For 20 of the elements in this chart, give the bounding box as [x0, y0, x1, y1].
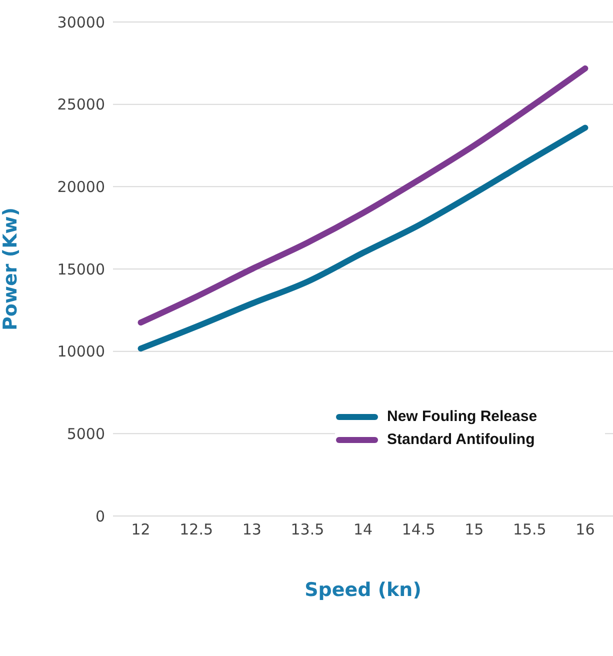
y-axis-title: Power (Kw): [0, 207, 22, 331]
x-tick-label: 12.5: [180, 520, 214, 539]
x-tick-label: 12: [131, 520, 150, 539]
y-tick-label: 15000: [57, 260, 105, 278]
y-tick-label: 5000: [66, 424, 105, 443]
x-tick-label: 13: [242, 520, 262, 539]
y-tick-label: 10000: [57, 342, 105, 361]
y-tick-label: 20000: [57, 178, 105, 196]
x-tick-label: 15.5: [512, 520, 546, 539]
legend-label: Standard Antifouling: [387, 431, 535, 448]
y-tick-label: 25000: [57, 96, 105, 114]
x-tick-label: 14.5: [402, 520, 436, 539]
x-axis-title: Speed (kn): [304, 579, 422, 601]
y-tick-label: 0: [95, 507, 105, 526]
x-tick-label: 13.5: [290, 520, 324, 539]
legend-label: New Fouling Release: [387, 408, 538, 425]
x-tick-label: 16: [576, 520, 595, 539]
x-tick-label: 14: [353, 520, 373, 539]
x-tick-label: 15: [464, 520, 484, 539]
y-tick-label: 30000: [57, 13, 105, 32]
